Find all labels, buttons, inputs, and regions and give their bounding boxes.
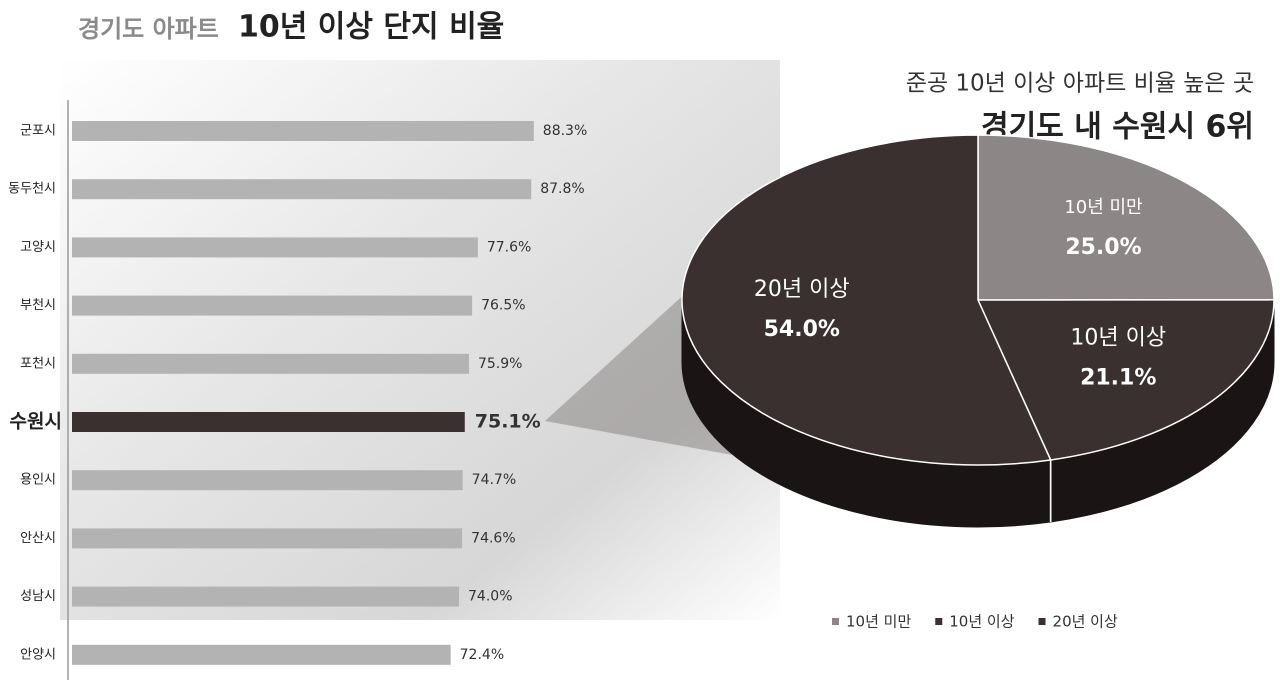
pie-slice (976, 298, 1275, 461)
slice-label: 10년 이상 (1070, 326, 1166, 351)
slice-value: 21.1% (1080, 366, 1156, 391)
legend-swatch (935, 618, 943, 625)
category-label: 포천시 (20, 356, 56, 371)
value-label: 74.0% (468, 589, 512, 605)
category-label: 안산시 (20, 531, 56, 546)
pie-subtitle: 준공 10년 이상 아파트 비율 높은 곳 (906, 71, 1254, 97)
category-label: 부천시 (20, 298, 56, 313)
value-label: 87.8% (540, 181, 584, 197)
bar (72, 644, 451, 665)
legend-label: 10년 이상 (949, 613, 1014, 631)
value-label: 74.6% (471, 530, 515, 546)
category-label: 군포시 (20, 124, 56, 139)
bar (72, 121, 534, 141)
value-label: 74.7% (472, 472, 516, 488)
slice-label: 10년 미만 (1064, 197, 1142, 218)
slice-value: 54.0% (764, 317, 840, 342)
value-label: 75.1% (475, 411, 541, 433)
title-main: 10년 이상 단지 비율 (238, 10, 504, 45)
pie-slice (681, 134, 1052, 466)
pie-slice (977, 134, 1275, 301)
bar (72, 412, 465, 432)
category-label: 수원시 (10, 411, 62, 433)
category-label: 용인시 (20, 473, 56, 488)
category-label: 성남시 (20, 589, 56, 604)
value-label: 77.6% (487, 239, 531, 255)
category-label: 동두천시 (8, 182, 56, 197)
category-label: 안양시 (20, 647, 56, 662)
legend-swatch (1038, 618, 1046, 625)
slice-value: 25.0% (1065, 235, 1141, 260)
value-label: 88.3% (543, 123, 587, 139)
bar (72, 295, 473, 316)
bar (72, 353, 469, 374)
bar (72, 237, 478, 258)
bar (72, 528, 463, 549)
value-label: 76.5% (481, 298, 525, 314)
value-label: 72.4% (460, 647, 504, 663)
legend-label: 20년 이상 (1053, 613, 1118, 631)
bar (72, 586, 460, 607)
value-label: 75.9% (478, 356, 522, 372)
category-label: 고양시 (20, 240, 56, 255)
title-prefix: 경기도 아파트 (78, 15, 219, 43)
legend-label: 10년 미만 (846, 613, 911, 631)
legend-swatch (832, 618, 839, 625)
bar (72, 470, 463, 491)
bar (72, 179, 532, 200)
slice-label: 20년 이상 (754, 277, 850, 302)
